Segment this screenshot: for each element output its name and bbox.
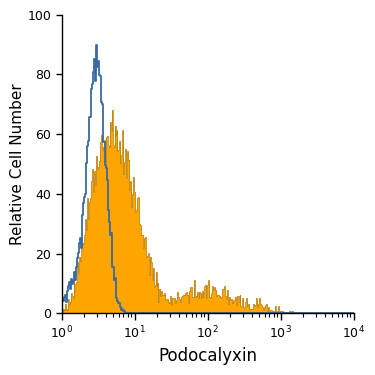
Y-axis label: Relative Cell Number: Relative Cell Number — [10, 83, 25, 245]
X-axis label: Podocalyxin: Podocalyxin — [158, 347, 257, 365]
